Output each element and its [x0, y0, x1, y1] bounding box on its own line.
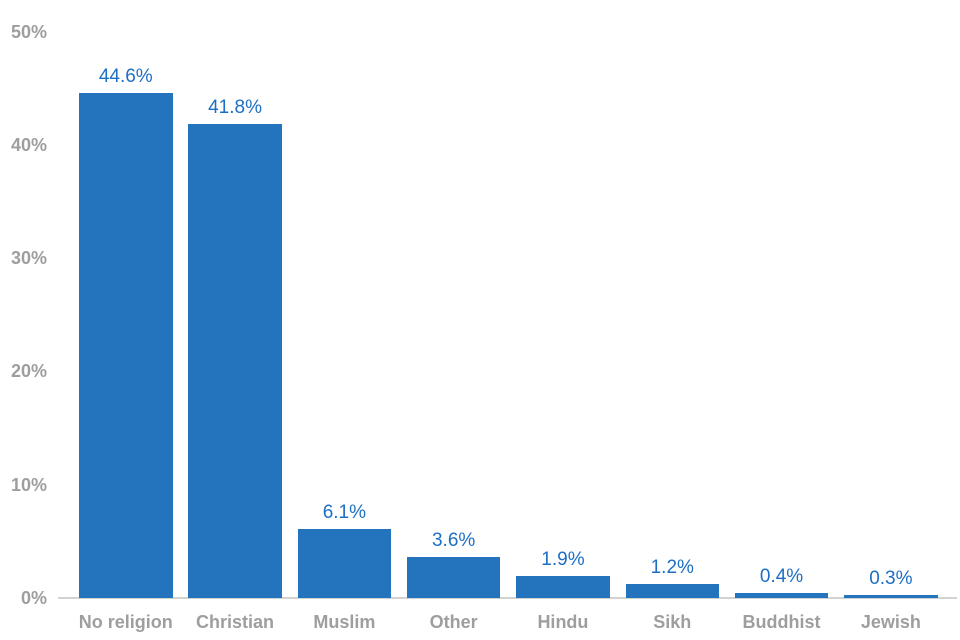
- bar-buddhist: [734, 593, 829, 598]
- bar-value-label: 1.9%: [541, 549, 585, 571]
- bar-value-label: 1.2%: [650, 557, 694, 579]
- y-tick-label: 50%: [10, 21, 47, 42]
- bar-value-label: 0.4%: [759, 566, 804, 588]
- x-category-label: Hindu: [537, 612, 589, 632]
- x-category-label: Muslim: [313, 612, 376, 632]
- x-axis-line: [58, 597, 957, 599]
- y-tick-label: 20%: [10, 361, 47, 382]
- bar-other: [406, 557, 501, 598]
- x-category-label: Christian: [196, 612, 275, 632]
- x-category-label: Buddhist: [742, 612, 821, 632]
- bar-muslim: [297, 528, 392, 598]
- y-tick-label: 0%: [20, 588, 47, 608]
- bar-hindu: [516, 576, 610, 598]
- x-category-label: No religion: [78, 612, 173, 632]
- bar-christian: [188, 124, 282, 598]
- bar-value-label: 0.3%: [869, 567, 913, 589]
- y-tick-label: 30%: [10, 248, 47, 269]
- bar-value-label: 41.8%: [208, 97, 262, 119]
- y-tick-label: 40%: [10, 134, 47, 155]
- bar-value-label: 44.6%: [98, 65, 153, 87]
- x-category-label: Other: [429, 612, 478, 632]
- bar-sikh: [625, 584, 719, 598]
- y-tick-label: 10%: [10, 474, 47, 495]
- bar-no-religion: [79, 92, 173, 598]
- x-category-label: Jewish: [860, 612, 921, 632]
- x-category-label: Sikh: [653, 612, 692, 632]
- bar-value-label: 6.1%: [322, 501, 366, 523]
- bar-jewish: [844, 594, 938, 598]
- bar-value-label: 3.6%: [431, 530, 476, 552]
